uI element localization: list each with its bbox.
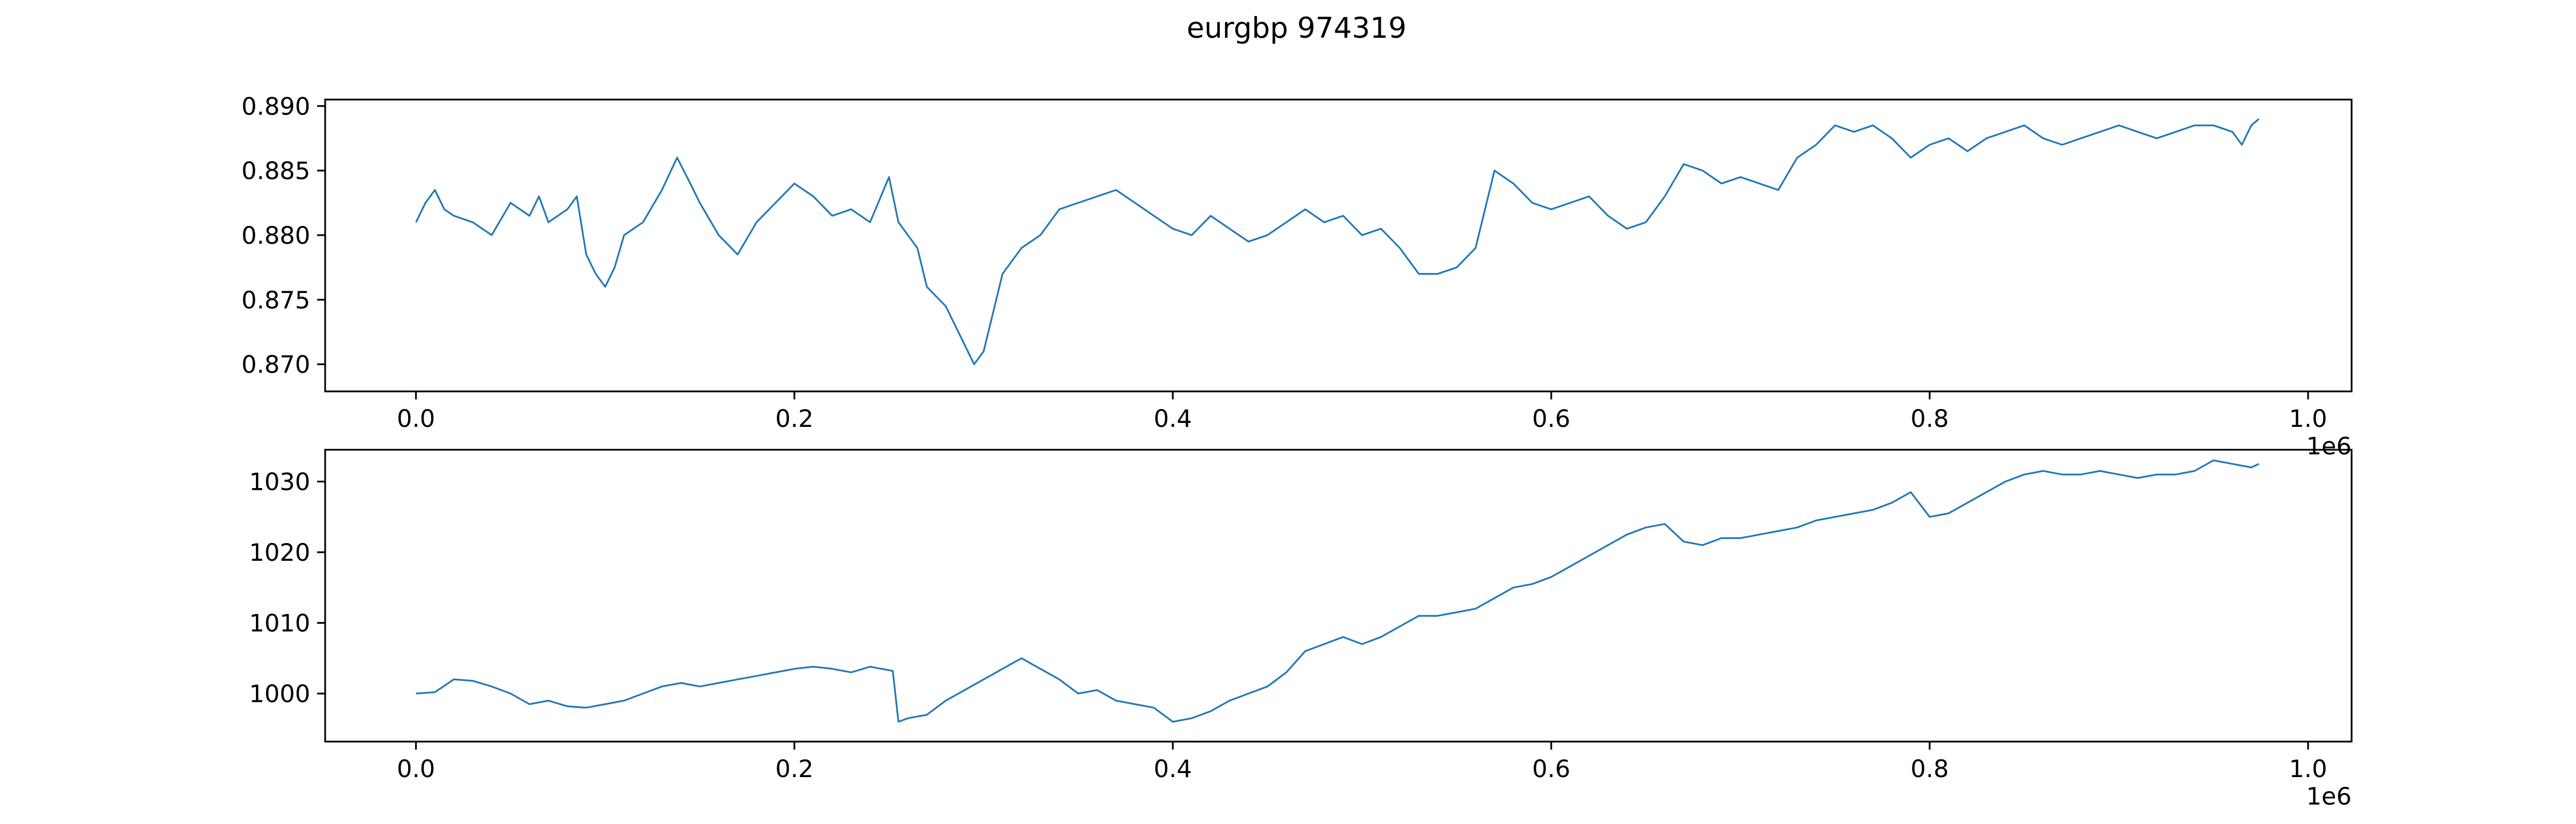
- equity-x-tick-label: 1.0: [2289, 755, 2328, 783]
- price-x-tick-label: 1.0: [2289, 405, 2328, 433]
- equity-series-line-0: [416, 459, 2259, 723]
- equity-y-tick-label: 1030: [249, 468, 310, 496]
- price-x-tick-label: 0.6: [1532, 405, 1570, 433]
- price-x-tick-label: 0.8: [1911, 405, 1949, 433]
- equity-x-tick-label: 0.4: [1153, 755, 1192, 783]
- price-x-tick-label: 0.2: [775, 405, 813, 433]
- price-y-tick-label: 0.880: [242, 221, 310, 249]
- price-y-tick-label: 0.885: [242, 157, 310, 185]
- equity-axes-frame: [324, 449, 2353, 743]
- price-x-offset-label: 1e6: [2306, 432, 2352, 460]
- equity-x-tick-label: 0.2: [775, 755, 813, 783]
- figure-title: eurgbp 974319: [1187, 11, 1406, 45]
- equity-x-tick-label: 0.8: [1911, 755, 1949, 783]
- price-series-line-0: [415, 118, 2259, 366]
- price-chart-panel: 0.0 0.2 0.4 0.6 0.8 1.0 0.870 0.875 0.880 0.885 0.…: [242, 92, 2353, 460]
- price-y-tick-label: 0.870: [242, 351, 310, 379]
- price-y-tick-label: 0.875: [242, 286, 310, 314]
- price-x-tick-label: 0.4: [1153, 405, 1192, 433]
- price-axes-frame: [324, 98, 2353, 393]
- equity-y-tick-label: 1010: [249, 609, 310, 637]
- price-y-tick-label: 0.890: [242, 92, 310, 120]
- equity-x-offset-label: 1e6: [2306, 782, 2352, 810]
- equity-y-tick-label: 1000: [249, 680, 310, 708]
- equity-y-tick-label: 1020: [249, 538, 310, 566]
- equity-x-tick-label: 0.0: [397, 755, 435, 783]
- equity-chart-panel: 0.0 0.2 0.4 0.6 0.8 1.0 1000 1010 1020 1030 1e6: [249, 449, 2353, 810]
- equity-x-tick-label: 0.6: [1532, 755, 1570, 783]
- price-x-tick-label: 0.0: [397, 405, 435, 433]
